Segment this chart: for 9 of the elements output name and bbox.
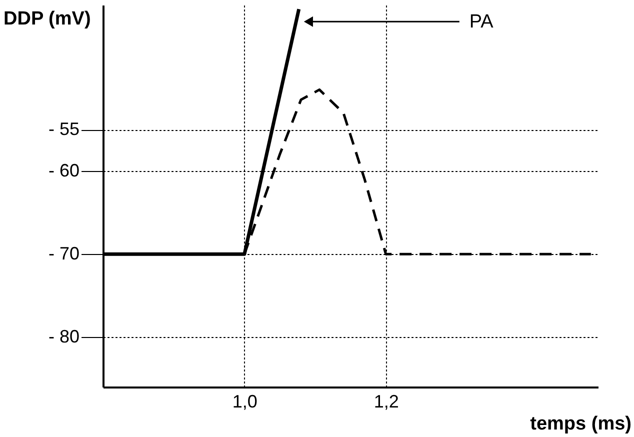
x-tick-label: 1,2: [374, 392, 399, 412]
x-axis-title: temps (ms): [530, 414, 632, 434]
y-tick-label: - 80: [48, 326, 80, 347]
x-tick-label: 1,0: [232, 392, 258, 412]
y-axis-title: DDP (mV): [4, 8, 91, 30]
y-tick-label: - 55: [48, 119, 80, 140]
y-tick-label: - 70: [48, 244, 80, 264]
y-tick-label: - 60: [48, 160, 80, 181]
annotation: PA: [469, 12, 494, 33]
